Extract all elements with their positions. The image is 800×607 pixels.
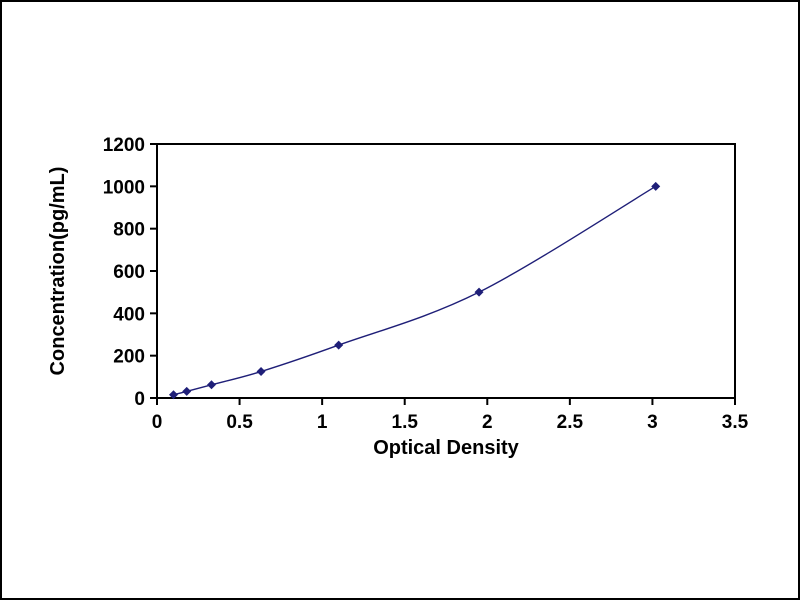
data-point-marker — [256, 367, 266, 377]
x-tick-label: 1.5 — [392, 412, 419, 433]
x-tick-label: 0 — [152, 412, 163, 433]
data-point-marker — [334, 340, 344, 350]
axis-tick-labels: 0 0.5 1 1.5 2 2.5 3 3.5 0 200 400 600 800 1000 1200 — [103, 135, 749, 433]
y-tick-label: 1200 — [103, 135, 145, 156]
x-axis-label: Optical Density — [373, 437, 519, 459]
y-tick-label: 0 — [134, 389, 145, 410]
plot-area-border — [156, 143, 736, 399]
axis-ticks — [150, 143, 736, 405]
data-point-marker — [651, 181, 661, 191]
y-tick-label: 600 — [113, 262, 145, 283]
y-tick-label: 1000 — [103, 177, 145, 198]
y-tick-label: 200 — [113, 347, 145, 368]
y-axis-label: Concentration(pg/mL) — [47, 167, 69, 376]
x-tick-label: 1 — [317, 412, 328, 433]
x-tick-label: 3 — [647, 412, 658, 433]
curve-line — [173, 185, 657, 396]
data-point-marker — [169, 390, 179, 400]
data-point-marker — [474, 287, 484, 297]
data-series — [169, 181, 661, 400]
y-tick-label: 800 — [113, 220, 145, 241]
x-tick-label: 2.5 — [557, 412, 584, 433]
data-point-marker — [206, 380, 216, 390]
x-tick-label: 0.5 — [226, 412, 253, 433]
y-tick-label: 400 — [113, 304, 145, 325]
x-tick-label: 2 — [482, 412, 493, 433]
data-point-marker — [182, 386, 192, 396]
x-tick-label: 3.5 — [722, 412, 749, 433]
